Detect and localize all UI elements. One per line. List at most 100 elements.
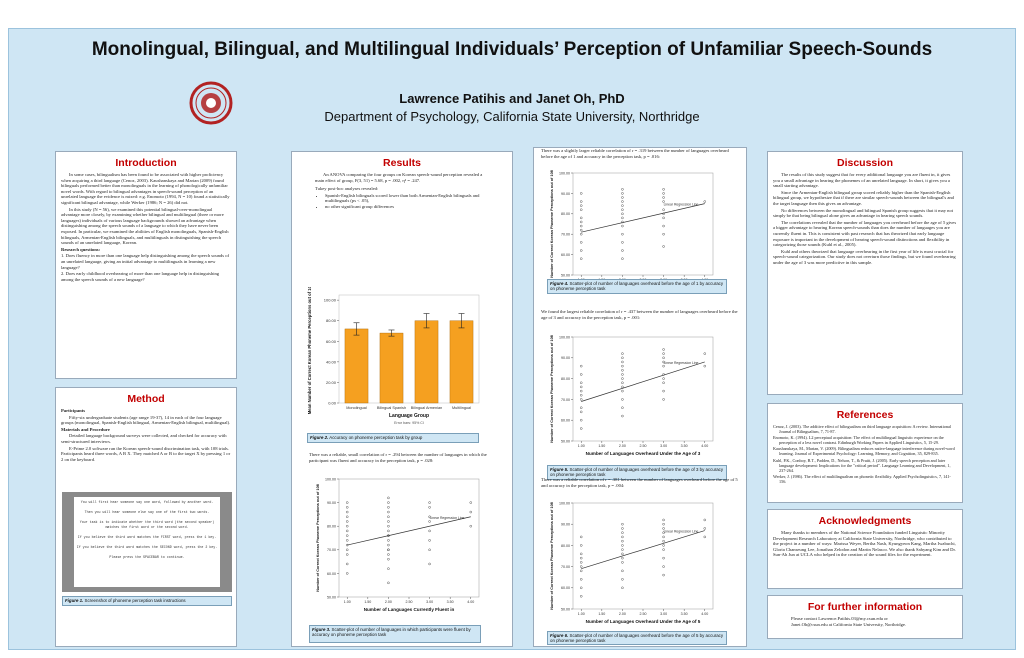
data-point — [621, 548, 624, 551]
data-point — [387, 581, 390, 585]
task-screen-line: Your task is to indicate whether the thi… — [79, 520, 215, 529]
data-point — [580, 224, 583, 228]
fig5-intro-text: We found the largest reliable correlatio… — [541, 309, 738, 320]
fig6-intro-text: There was a reliable correlation of r = … — [541, 477, 738, 488]
data-point — [346, 539, 349, 542]
research-question-1: 1. Does fluency in more than one languag… — [61, 253, 230, 270]
data-point — [621, 527, 624, 530]
data-point — [469, 501, 472, 504]
y-axis-label: Mean Number of Correct Korean Phoneme Pe… — [307, 287, 312, 414]
x-tick-label: Bilingual Armenian — [411, 406, 442, 410]
discussion-paragraph-2: Since the Armenian-English bilingual gro… — [773, 189, 954, 206]
data-point — [580, 394, 583, 397]
y-tick-label: 50.00 — [561, 273, 570, 277]
data-point — [621, 552, 624, 556]
data-point — [662, 381, 665, 384]
data-point — [662, 364, 665, 368]
y-tick-label: 60.00 — [561, 419, 570, 423]
data-point — [580, 389, 583, 393]
participants-label: Participants — [61, 408, 85, 413]
data-point — [580, 565, 583, 568]
x-tick-label: 2.00 — [619, 444, 626, 448]
data-point — [346, 534, 349, 537]
x-tick-label: 2.00 — [385, 600, 392, 604]
reference-item: Kaushanskaya, M., Marian, V. (2009). Bil… — [773, 446, 955, 457]
data-point — [662, 389, 665, 393]
y-tick-label: 50.00 — [561, 439, 570, 443]
task-screen-line: Please press the SPACEBAR to continue. — [109, 555, 185, 560]
reference-item: Cenoz, J. (2003). The additive effect of… — [773, 424, 951, 435]
y-axis-label: Number of Correct Korean Phoneme Percept… — [550, 170, 554, 278]
scatter-fluent-languages: 100.00 90.00 80.00 70.00 60.00 50.00 1.00 1.50 2… — [316, 477, 480, 612]
x-tick-label: 4.00 — [467, 600, 474, 604]
authors: Lawrence Patihis and Janet Oh, PhD — [399, 91, 625, 106]
data-point — [346, 572, 349, 575]
results-bullet-1: Spanish-English bilinguals scored lower … — [325, 193, 489, 204]
y-tick-label: 70.00 — [561, 398, 570, 402]
data-point — [703, 364, 706, 368]
x-axis-label: Language Group — [389, 413, 429, 419]
x-tick-label: 3.50 — [447, 600, 454, 604]
method-panel: Method Participants Fifty-six undergradu… — [55, 387, 237, 647]
acknowledgments-heading: Acknowledgments — [818, 515, 912, 527]
figure-6-caption: Figure 6. Scatter-plot of number of lang… — [547, 631, 727, 645]
data-point — [621, 216, 624, 220]
data-point — [703, 527, 706, 530]
research-questions-label: Research questions: — [61, 246, 101, 252]
x-tick-label: 3.50 — [681, 612, 688, 616]
data-point — [580, 228, 583, 232]
data-point — [387, 515, 390, 518]
affiliation: Department of Psychology, California Sta… — [324, 109, 700, 124]
data-point — [428, 520, 431, 523]
y-axis-label: Number of Correct Korean Phoneme Percept… — [316, 484, 320, 592]
data-point — [621, 241, 624, 244]
y-tick-label: 90.00 — [561, 523, 570, 527]
plot-area — [338, 478, 480, 598]
data-point — [580, 381, 583, 384]
results-paragraph-1: An ANOVA comparing the four groups on Ko… — [315, 172, 483, 183]
data-point — [621, 556, 624, 560]
task-screen-line: Then you will hear someone else say one … — [84, 510, 210, 515]
data-point — [346, 515, 349, 518]
data-point — [621, 192, 624, 195]
bar — [379, 332, 404, 404]
data-point — [387, 548, 390, 552]
data-point — [387, 543, 390, 547]
acknowledgments-text: Many thanks to members of the National S… — [773, 530, 956, 558]
x-tick-label: 3.00 — [426, 600, 433, 604]
y-tick-label: 80.00 — [327, 525, 336, 529]
data-point — [346, 506, 349, 509]
data-point — [580, 406, 583, 409]
data-point — [580, 586, 583, 590]
data-point — [428, 515, 431, 518]
data-point — [621, 377, 624, 380]
data-point — [662, 527, 665, 530]
x-tick-label: 2.50 — [640, 444, 647, 448]
x-tick-label: 2.50 — [406, 600, 413, 604]
data-point — [580, 544, 583, 547]
data-point — [662, 208, 665, 211]
y-tick-label: 70.00 — [561, 565, 570, 569]
data-point — [621, 224, 624, 228]
scatter-overheard-age-3: 100.00 90.00 80.00 70.00 60.00 50.00 1.00 1.50 2… — [550, 335, 714, 456]
data-point — [580, 249, 583, 252]
y-tick-label: 100.00 — [559, 501, 570, 505]
figure-2-caption: Figure 2. Accuracy on phoneme perception… — [307, 433, 479, 443]
figure-3-caption: Figure 3. Scatter-plot of number of lang… — [309, 625, 481, 643]
discussion-paragraph-1: The results of this study suggest that f… — [773, 172, 951, 189]
bar — [344, 328, 369, 404]
y-tick-label: 50.00 — [561, 607, 570, 611]
introduction-heading: Introduction — [115, 157, 177, 169]
y-tick-label: 90.00 — [561, 192, 570, 196]
data-point — [469, 510, 472, 514]
data-point — [346, 510, 349, 514]
data-point — [662, 224, 665, 228]
y-tick-label: 60.00 — [326, 339, 337, 344]
data-point — [580, 232, 583, 236]
data-point — [428, 501, 431, 504]
y-tick-label: 70.00 — [561, 233, 570, 237]
method-paragraph-2: Detailed language background surveys wer… — [61, 433, 227, 444]
scatter-overheard-age-5: 100.00 90.00 80.00 70.00 60.00 50.00 1.00 1.50 2… — [550, 501, 714, 624]
data-point — [580, 556, 583, 560]
reference-item: Kuhl, P.K., Conboy, B.T., Padden, D., Ne… — [773, 457, 951, 473]
